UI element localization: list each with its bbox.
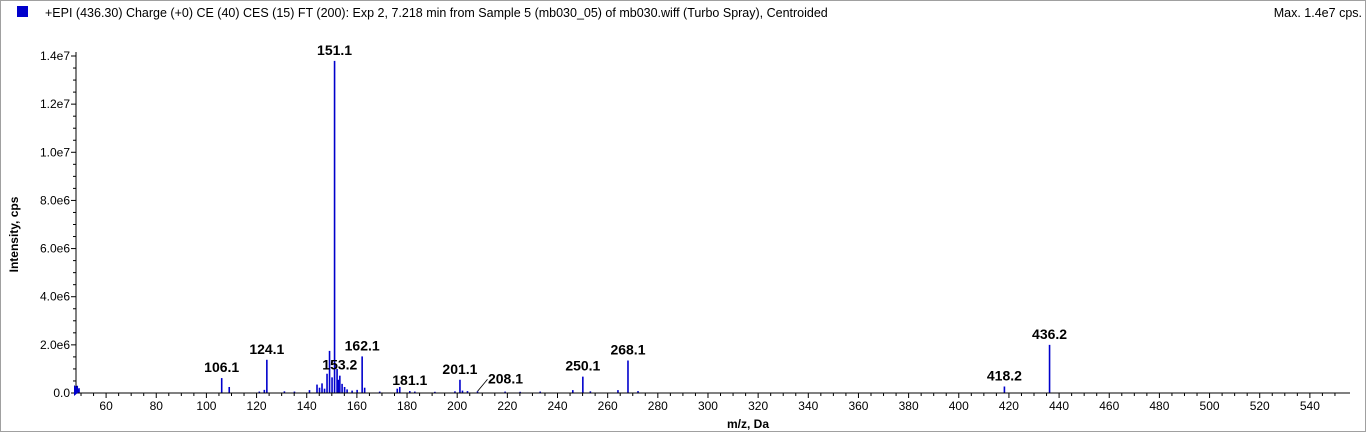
y-tick-label: 0.0 xyxy=(53,386,70,400)
x-tick-label: 440 xyxy=(1049,399,1069,413)
x-tick-label: 500 xyxy=(1200,399,1220,413)
series-color-swatch xyxy=(17,6,28,17)
x-tick-label: 140 xyxy=(297,399,317,413)
y-tick-label: 8.0e6 xyxy=(40,193,70,207)
peak-label-leader xyxy=(477,379,488,392)
y-tick-label: 6.0e6 xyxy=(40,242,70,256)
x-tick-label: 380 xyxy=(899,399,919,413)
start-marker-icon xyxy=(74,385,80,396)
peak-label: 106.1 xyxy=(204,359,239,375)
y-tick-label: 1.4e7 xyxy=(40,49,70,63)
x-tick-label: 260 xyxy=(598,399,618,413)
x-tick-label: 80 xyxy=(150,399,164,413)
y-tick-label: 4.0e6 xyxy=(40,290,70,304)
x-axis-title: m/z, Da xyxy=(727,417,769,431)
x-tick-label: 460 xyxy=(1099,399,1119,413)
max-intensity-label: Max. 1.4e7 cps. xyxy=(1273,6,1362,20)
y-tick-label: 1.2e7 xyxy=(40,97,70,111)
peak-label: 268.1 xyxy=(610,342,645,358)
x-tick-label: 280 xyxy=(648,399,668,413)
peak-label: 208.1 xyxy=(488,370,523,386)
x-tick-label: 60 xyxy=(99,399,113,413)
x-tick-label: 120 xyxy=(247,399,267,413)
x-tick-label: 340 xyxy=(798,399,818,413)
peak-label: 250.1 xyxy=(565,358,600,374)
peak-label: 124.1 xyxy=(249,341,284,357)
x-tick-label: 320 xyxy=(748,399,768,413)
peak-label: 181.1 xyxy=(392,372,427,388)
x-tick-label: 360 xyxy=(848,399,868,413)
x-axis-ticks: 60 80 100 120 140 160 180 200 220 240 260 280 300 320… xyxy=(80,393,1336,413)
x-tick-label: 220 xyxy=(497,399,517,413)
peak-label: 153.2 xyxy=(322,357,357,373)
x-tick-label: 240 xyxy=(547,399,567,413)
x-tick-label: 520 xyxy=(1250,399,1270,413)
peak-label: 201.1 xyxy=(442,361,477,377)
y-axis-title: Intensity, cps xyxy=(7,196,21,272)
x-tick-label: 100 xyxy=(196,399,216,413)
peak-label: 151.1 xyxy=(317,42,352,58)
chart-title: +EPI (436.30) Charge (+0) CE (40) CES (1… xyxy=(45,6,828,20)
x-tick-label: 480 xyxy=(1149,399,1169,413)
x-tick-label: 540 xyxy=(1300,399,1320,413)
x-tick-label: 160 xyxy=(347,399,367,413)
peak-label: 436.2 xyxy=(1032,326,1067,342)
spectrum-peaks xyxy=(76,60,1051,393)
x-tick-label: 420 xyxy=(999,399,1019,413)
y-tick-label: 2.0e6 xyxy=(40,338,70,352)
x-tick-label: 180 xyxy=(397,399,417,413)
x-tick-label: 200 xyxy=(447,399,467,413)
x-tick-label: 400 xyxy=(949,399,969,413)
y-tick-label: 1.0e7 xyxy=(40,145,70,159)
x-tick-label: 300 xyxy=(698,399,718,413)
peak-label: 162.1 xyxy=(345,337,380,353)
y-axis-ticks: 0.0 2.0e6 4.0e6 6.0e6 8.0e6 1.0e7 1.2e7 1.4e7 xyxy=(40,49,76,400)
peak-label: 418.2 xyxy=(987,368,1022,384)
peak-labels: 151.1 106.1 124.1 153.2 162.1 181.1 201.1 208.1… xyxy=(204,42,1067,392)
